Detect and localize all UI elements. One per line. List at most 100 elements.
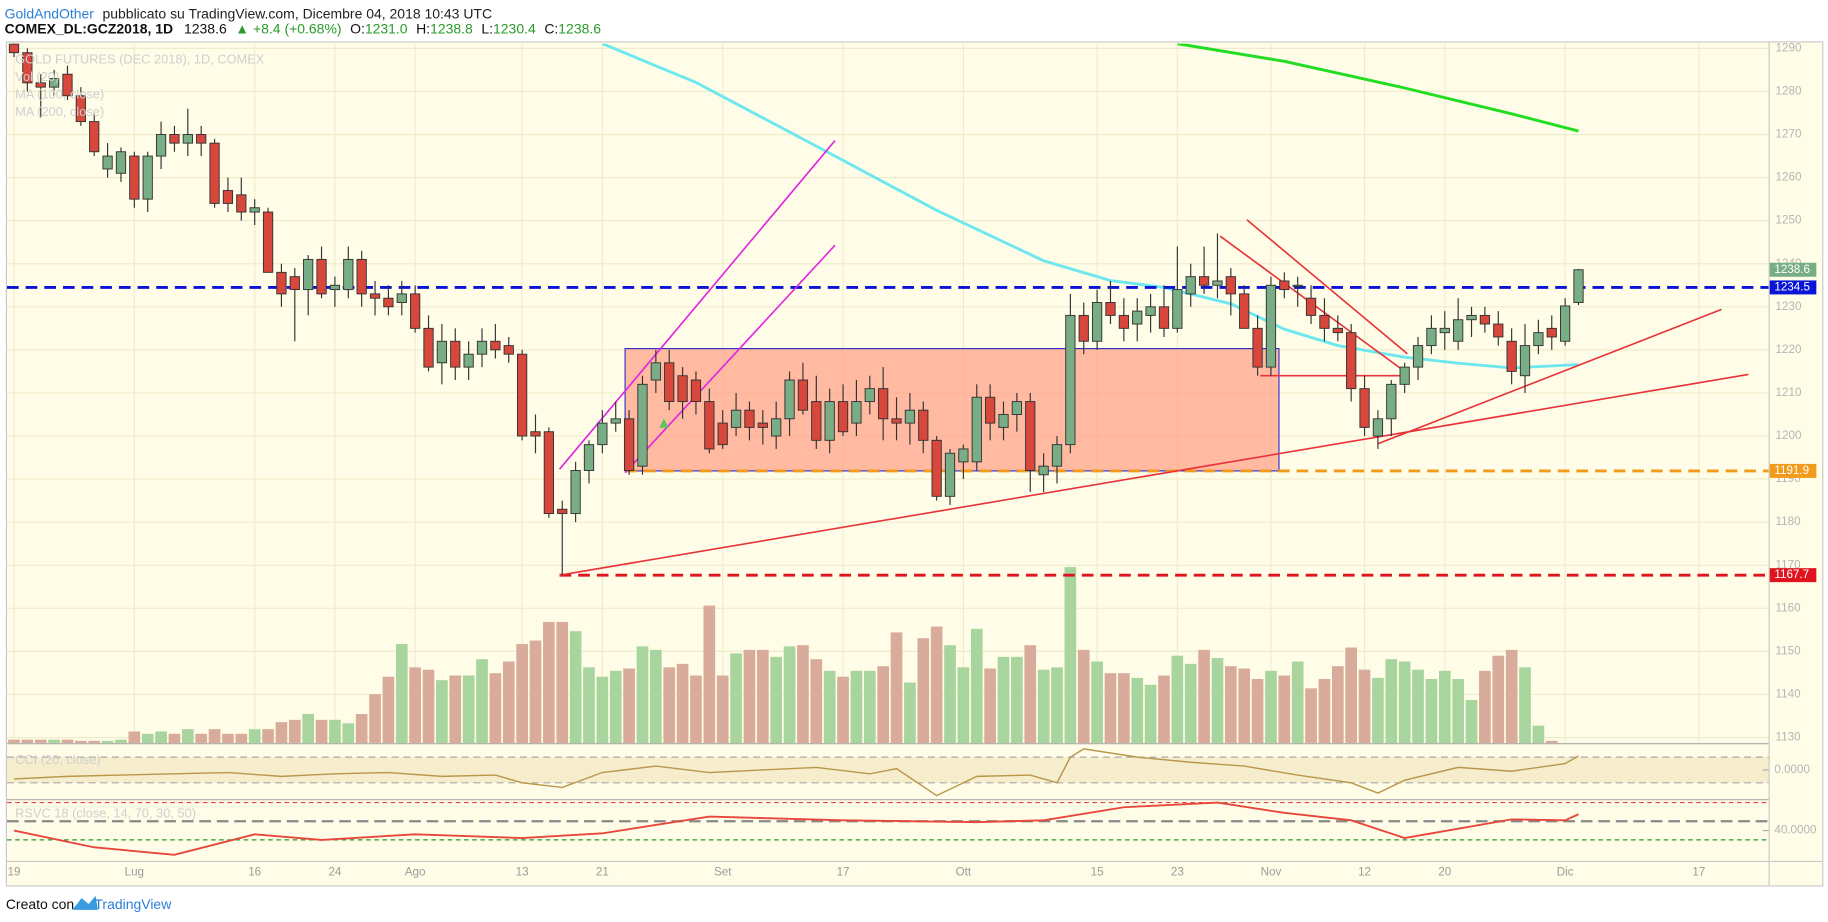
candle-body bbox=[490, 340, 501, 351]
candle-body bbox=[155, 134, 167, 157]
candle-body bbox=[450, 340, 461, 368]
volume-bar bbox=[342, 723, 355, 744]
close: 1238.6 bbox=[558, 20, 601, 36]
low: 1230.4 bbox=[493, 20, 536, 36]
legend-entry: Vol (20) bbox=[15, 69, 59, 84]
candle-body bbox=[1533, 332, 1544, 347]
legend: GOLD FUTURES (DEC 2018), 1D, COMEX Vol (… bbox=[15, 51, 265, 820]
candle-body bbox=[677, 375, 688, 403]
volume-bar bbox=[502, 661, 515, 744]
x-tick-label: Ago bbox=[405, 866, 426, 879]
volume-bar bbox=[288, 719, 301, 744]
candle-body bbox=[1038, 465, 1049, 476]
volume-bar bbox=[449, 675, 462, 744]
y-tick-label: 1250 bbox=[1776, 214, 1802, 227]
level-tag-label: 1167.7 bbox=[1774, 568, 1809, 581]
candle-body bbox=[1305, 297, 1317, 316]
axes: 1130114011501160117011801190120012101220… bbox=[6, 41, 1824, 886]
candle-body bbox=[182, 134, 193, 144]
candle-body bbox=[1466, 314, 1477, 321]
x-tick-label: 17 bbox=[1692, 866, 1705, 879]
candle-body bbox=[1051, 444, 1063, 467]
volume-bar bbox=[88, 740, 101, 744]
volume-bar bbox=[543, 621, 555, 744]
candle-body bbox=[196, 134, 207, 144]
candle-body bbox=[115, 151, 127, 174]
candle-body bbox=[1132, 310, 1143, 325]
volume-bar bbox=[650, 649, 662, 744]
candle-body bbox=[797, 379, 809, 411]
volume-bar bbox=[155, 731, 167, 744]
candle-body bbox=[623, 418, 635, 471]
candle-body bbox=[369, 293, 381, 299]
volume-bar bbox=[195, 733, 208, 744]
volume-bar bbox=[1171, 655, 1184, 744]
y-tick-label: 1290 bbox=[1776, 41, 1802, 54]
volume-bar bbox=[516, 644, 528, 744]
candle-body bbox=[1560, 305, 1571, 342]
candle-body bbox=[530, 431, 541, 437]
volume-bar bbox=[984, 668, 996, 744]
x-tick-label: Lug bbox=[125, 866, 144, 879]
volume-bar bbox=[810, 659, 823, 744]
volume-bar bbox=[1545, 740, 1558, 744]
volume-bar bbox=[1492, 655, 1505, 744]
close-label: C: bbox=[544, 20, 558, 36]
trend-line bbox=[558, 140, 836, 470]
volume-bar bbox=[1345, 647, 1358, 744]
candle-body bbox=[1439, 327, 1450, 334]
volume-bar bbox=[1465, 699, 1478, 744]
volume-bar bbox=[877, 666, 889, 744]
x-tick-label: Nov bbox=[1261, 866, 1282, 879]
volume-bar bbox=[1011, 656, 1023, 744]
candle-body bbox=[1573, 269, 1584, 303]
candle-body bbox=[1359, 388, 1370, 428]
volume-bar bbox=[222, 733, 234, 744]
candle-body bbox=[543, 431, 554, 515]
volume-bar bbox=[329, 719, 341, 744]
y-tick-label: 1200 bbox=[1776, 429, 1802, 442]
volume-bar bbox=[168, 733, 181, 744]
candle-body bbox=[864, 388, 875, 403]
volume-bar bbox=[730, 653, 742, 744]
volume-bar bbox=[1225, 666, 1237, 744]
x-tick-label: Set bbox=[714, 866, 732, 879]
published: pubblicato su TradingView.com, Dicembre … bbox=[103, 5, 493, 21]
candle-body bbox=[316, 258, 327, 295]
y-tick-label: 1220 bbox=[1776, 343, 1802, 356]
last-price-label: 1238.6 bbox=[1774, 263, 1810, 276]
x-tick-label: 24 bbox=[328, 866, 341, 879]
volume-bar bbox=[1265, 670, 1277, 744]
volume-bar bbox=[1278, 675, 1291, 744]
tradingview-logo[interactable]: TradingView bbox=[72, 895, 172, 912]
y-tick-label: 1210 bbox=[1776, 386, 1802, 399]
candle-body bbox=[824, 401, 835, 441]
volume-bar bbox=[970, 628, 983, 744]
candle-body bbox=[1426, 327, 1437, 347]
footer-brand[interactable]: TradingView bbox=[94, 896, 172, 912]
level-tag bbox=[1769, 568, 1817, 583]
candle-body bbox=[1145, 306, 1156, 316]
candle-body bbox=[744, 409, 755, 428]
x-tick-label: Ott bbox=[956, 866, 972, 879]
legend-entry: GOLD FUTURES (DEC 2018), 1D, COMEX bbox=[15, 51, 265, 66]
volume-bar bbox=[1305, 688, 1317, 744]
publisher[interactable]: GoldAndOther bbox=[5, 5, 95, 21]
indicator-panes bbox=[6, 748, 1769, 856]
x-tick-label: 20 bbox=[1438, 866, 1451, 879]
candle-body bbox=[1065, 314, 1076, 446]
cci-title: CCI (20, close) bbox=[15, 752, 100, 767]
volume-bar bbox=[1358, 669, 1371, 744]
candle-body bbox=[383, 297, 394, 308]
candle-body bbox=[410, 293, 421, 329]
volume-bar bbox=[676, 663, 689, 744]
volume-bar bbox=[48, 739, 60, 744]
volume-bar bbox=[75, 740, 87, 744]
candle-body bbox=[650, 362, 661, 381]
volume-bar bbox=[850, 670, 863, 744]
candle-body bbox=[62, 73, 73, 97]
x-tick-label: 23 bbox=[1171, 866, 1184, 879]
high-label: H: bbox=[416, 20, 430, 36]
volume-bar bbox=[863, 670, 876, 744]
level-tag-label: 1191.9 bbox=[1774, 464, 1809, 477]
